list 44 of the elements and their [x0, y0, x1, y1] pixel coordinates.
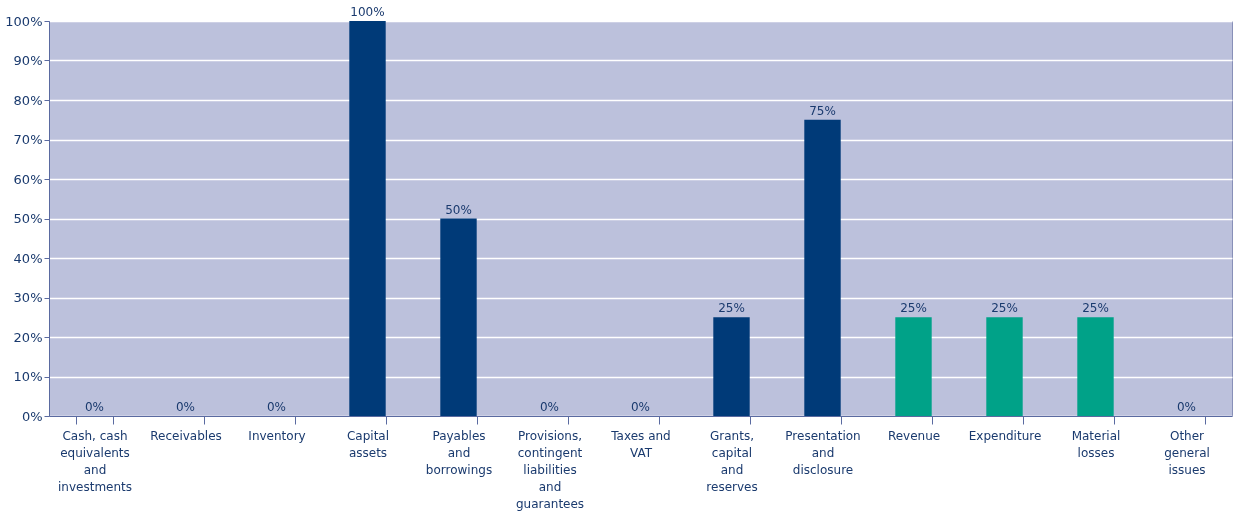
- data-label: 75%: [809, 103, 836, 118]
- x-tick-label: Grants, capital and reserves: [706, 428, 758, 494]
- y-tick-label: 40%: [13, 250, 43, 266]
- bar: [440, 218, 477, 416]
- bar: [804, 119, 841, 416]
- x-tick-label: Expenditure: [968, 428, 1042, 443]
- data-label: 0%: [630, 400, 651, 414]
- data-label: 25%: [718, 301, 745, 316]
- data-label: 50%: [445, 202, 472, 217]
- data-label: 0%: [1176, 400, 1197, 414]
- data-label: 0%: [539, 400, 560, 414]
- x-tick-label: Inventory: [248, 428, 306, 443]
- y-tick-label: 70%: [13, 132, 43, 147]
- y-tick-label: 30%: [13, 290, 43, 305]
- x-tick-label: Taxes and VAT: [610, 428, 671, 460]
- y-tick-label: 20%: [13, 329, 43, 345]
- data-label: 0%: [266, 400, 287, 414]
- x-tick-label: Revenue: [887, 428, 941, 443]
- bar: [1077, 317, 1114, 416]
- y-tick-label: 100%: [5, 13, 43, 29]
- data-label: 0%: [175, 400, 196, 414]
- x-tick-label: Capital assets: [346, 428, 390, 460]
- x-tick-label: Material losses: [1071, 428, 1121, 460]
- bar: [986, 317, 1023, 416]
- y-tick-label: 80%: [13, 92, 43, 108]
- x-tick-label: Other general issues: [1164, 428, 1210, 477]
- data-label: 25%: [991, 301, 1018, 316]
- x-tick-label: Presentation and disclosure: [785, 428, 861, 477]
- data-label: 25%: [1082, 301, 1109, 316]
- y-tick-label: 60%: [13, 171, 43, 187]
- y-tick-label: 90%: [13, 53, 43, 68]
- data-label: 25%: [900, 301, 927, 316]
- x-tick-label: Payables and borrowings: [425, 428, 493, 477]
- y-tick-label: 50%: [13, 211, 43, 226]
- x-tick-label: Receivables: [150, 428, 222, 443]
- bar: [349, 21, 386, 416]
- bar: [895, 317, 932, 416]
- y-tick-label: 0%: [21, 408, 43, 424]
- y-tick-label: 10%: [13, 369, 43, 384]
- data-label: 0%: [84, 400, 105, 414]
- x-tick-label: Cash, cash equivalents and investments: [57, 428, 133, 494]
- bar: [713, 317, 750, 416]
- x-tick-label: Provisions, contingent liabilities and guarantees: [515, 428, 585, 511]
- data-label: 100%: [350, 5, 385, 19]
